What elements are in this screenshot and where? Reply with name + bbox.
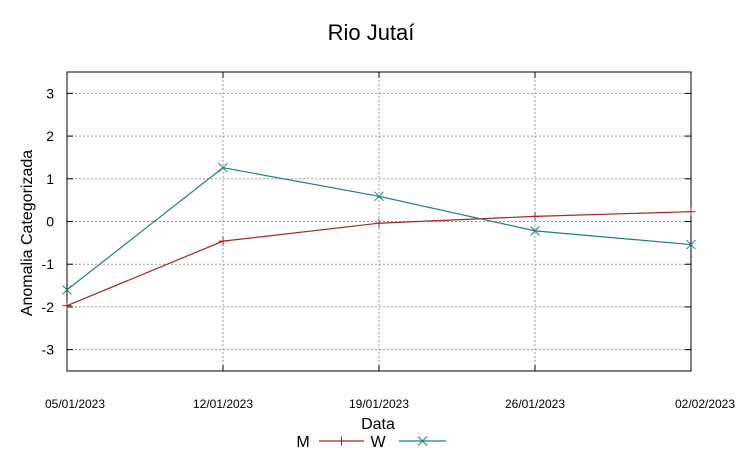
data-point-W (374, 191, 384, 202)
x-tick-label: 12/01/2023 (193, 397, 253, 411)
data-point-W (62, 284, 72, 295)
series-lines (62, 162, 696, 311)
data-point-W (530, 226, 540, 236)
x-axis-ticks: 05/01/2023 12/01/2023 19/01/2023 26/01/2023… (45, 72, 735, 411)
data-point-M (374, 218, 384, 228)
y-tick-label: -3 (42, 342, 55, 358)
legend-marker-M (337, 436, 346, 446)
y-tick-label: 0 (46, 214, 54, 230)
data-point-W (218, 162, 228, 173)
data-point-M (218, 236, 228, 246)
data-point-W (686, 239, 696, 250)
grid-lines (67, 72, 691, 371)
chart-title: Rio Jutaí (328, 20, 415, 45)
x-tick-label: 02/02/2023 (675, 397, 735, 411)
data-point-M (62, 301, 72, 311)
legend-label-M: M (296, 434, 309, 451)
x-tick-label: 05/01/2023 (45, 397, 105, 411)
y-tick-label: -2 (42, 299, 55, 315)
data-point-M (686, 207, 696, 217)
y-tick-label: 2 (46, 128, 54, 144)
y-tick-label: -1 (42, 256, 55, 272)
x-tick-label: 26/01/2023 (505, 397, 565, 411)
x-tick-label: 19/01/2023 (349, 397, 409, 411)
x-axis-label: Data (361, 416, 395, 433)
y-tick-label: 3 (46, 85, 54, 101)
legend-marker-W (417, 436, 428, 446)
y-tick-label: 1 (46, 171, 54, 187)
y-axis-label: Anomalia Categorizada (19, 150, 36, 316)
legend-label-W: W (370, 434, 386, 451)
y-axis-ticks: -3 -2 -1 0 1 2 3 (42, 85, 691, 358)
data-point-M (530, 211, 540, 221)
